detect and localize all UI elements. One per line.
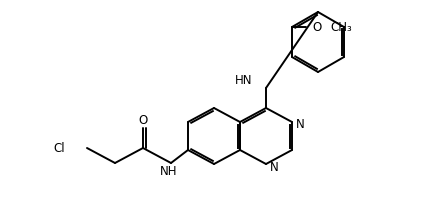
Text: N: N xyxy=(296,118,304,131)
Text: Cl: Cl xyxy=(53,142,65,155)
Text: N: N xyxy=(270,161,278,174)
Text: HN: HN xyxy=(235,73,252,86)
Text: O: O xyxy=(139,114,148,127)
Text: CH₃: CH₃ xyxy=(330,21,352,34)
Text: NH: NH xyxy=(160,164,178,177)
Text: O: O xyxy=(312,21,321,34)
